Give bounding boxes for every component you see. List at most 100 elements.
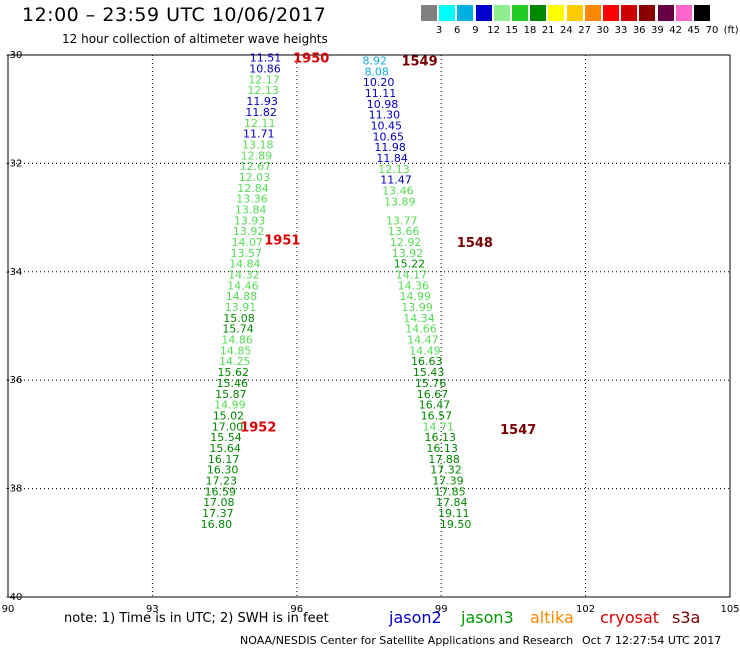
wave-height-value: 17.23 — [205, 474, 237, 487]
wave-height-value: 14.36 — [398, 279, 430, 292]
wave-height-value: 14.86 — [221, 334, 253, 347]
legend-label: 45 — [687, 25, 701, 36]
map-title: 12:00 – 23:59 UTC 10/06/2017 — [22, 4, 327, 26]
wave-height-value: 14.88 — [226, 290, 258, 303]
legend-label: 15 — [505, 25, 519, 36]
legend-label: 33 — [614, 25, 628, 36]
wave-height-value: 12.92 — [390, 236, 422, 249]
legend-swatch — [621, 5, 638, 21]
wave-height-value: 15.22 — [394, 258, 426, 271]
wave-height-value: 10.65 — [373, 130, 405, 143]
wave-height-value: 10.98 — [367, 98, 399, 111]
wave-height-value: 13.36 — [236, 193, 268, 206]
wave-height-value: 13.91 — [225, 301, 257, 314]
map-frame — [7, 54, 731, 598]
wave-height-value: 16.80 — [201, 518, 233, 531]
legend-label: 30 — [596, 25, 610, 36]
wave-height-value: 14.17 — [396, 269, 428, 282]
wave-height-value: 14.25 — [219, 355, 251, 368]
satellite-name-s3a: s3a — [672, 608, 701, 627]
pass-time-label: 1547 — [500, 423, 536, 438]
wave-height-value: 11.82 — [245, 106, 277, 119]
wave-height-value: 17.08 — [203, 496, 235, 509]
wave-height-value: 15.87 — [215, 388, 247, 401]
wave-height-value: 16.67 — [417, 388, 449, 401]
wave-height-value: 17.88 — [428, 453, 460, 466]
wave-height-value: 11.98 — [374, 141, 406, 154]
wave-height-value: 16.63 — [411, 355, 443, 368]
wave-height-value: 11.51 — [250, 52, 282, 65]
legend-label: 3 — [435, 25, 443, 36]
x-tick-label: 93 — [146, 604, 159, 615]
wave-height-value: 11.93 — [246, 95, 278, 108]
wave-height-value: 13.77 — [386, 214, 418, 227]
wave-height-value: 12.89 — [241, 149, 273, 162]
wave-height-value: 16.17 — [208, 453, 240, 466]
legend-label: 9 — [472, 25, 479, 36]
wave-height-value: 14.99 — [214, 399, 246, 412]
legend-swatch — [603, 5, 619, 21]
legend-swatch — [475, 5, 492, 21]
wave-height-value: 16.57 — [421, 409, 453, 422]
wave-height-value: 16.13 — [426, 442, 458, 455]
wave-height-value: 13.46 — [382, 185, 414, 198]
legend-label: 39 — [651, 25, 664, 36]
generation-timestamp: Oct 7 12:27:54 UTC 2017 — [582, 634, 722, 647]
legend-swatch — [694, 5, 710, 21]
legend-label: 6 — [454, 25, 461, 36]
wave-height-value: 12.03 — [239, 171, 271, 184]
wave-height-value: 15.62 — [218, 366, 250, 379]
wave-height-value: 14.85 — [220, 344, 252, 357]
x-tick-label: 90 — [2, 604, 15, 615]
y-tick-label: -36 — [6, 375, 22, 386]
wave-height-value: 13.92 — [392, 247, 424, 260]
wave-height-value: 14.49 — [409, 344, 441, 357]
wave-height-value: 14.46 — [227, 279, 259, 292]
wave-height-value: 17.37 — [202, 507, 234, 520]
wave-height-value: 15.43 — [413, 366, 445, 379]
credit-line: NOAA/NESDIS Center for Satellite Applica… — [240, 634, 574, 647]
wave-height-value: 14.47 — [407, 334, 439, 347]
wave-height-value: 13.93 — [234, 214, 266, 227]
wave-height-value: 14.99 — [399, 290, 431, 303]
wave-height-value: 11.11 — [365, 87, 397, 100]
wave-height-value: 12.13 — [247, 84, 279, 97]
wave-height-value: 17.32 — [430, 464, 462, 477]
x-tick-label: 102 — [576, 604, 595, 615]
legend-label: 27 — [578, 25, 591, 36]
wave-height-value: 11.71 — [243, 128, 275, 141]
pass-time-label: 1951 — [264, 233, 300, 248]
wave-height-value: 14.84 — [229, 258, 261, 271]
legend-swatch — [512, 5, 528, 21]
wave-height-value: 14.71 — [423, 420, 455, 433]
wave-height-value: 17.85 — [434, 485, 466, 498]
map-subtitle: 12 hour collection of altimeter wave hei… — [62, 32, 328, 46]
x-tick-label: 105 — [720, 604, 739, 615]
wave-height-value: 12.17 — [248, 73, 280, 86]
wave-height-value: 15.76 — [415, 377, 447, 390]
wave-height-value: 14.34 — [403, 312, 435, 325]
wave-height-value: 14.66 — [405, 323, 437, 336]
wave-height-value: 13.18 — [242, 138, 274, 151]
y-tick-label: -32 — [6, 158, 22, 169]
legend-label: 70 — [705, 25, 719, 36]
legend-label: 21 — [541, 25, 555, 36]
wave-height-value: 14.32 — [228, 269, 260, 282]
satellite-name-cryosat: cryosat — [600, 608, 660, 627]
x-tick-label: 96 — [290, 604, 303, 615]
legend-swatch — [566, 5, 583, 21]
legend-swatch — [657, 5, 674, 21]
wave-height-value: 19.50 — [440, 518, 472, 531]
legend-swatch — [584, 5, 601, 21]
wave-height-value: 16.30 — [207, 464, 239, 477]
legend-swatch — [530, 5, 547, 21]
footer-note: note: 1) Time is in UTC; 2) SWH is in fe… — [64, 611, 329, 626]
wave-height-value: 12.84 — [237, 182, 269, 195]
wave-height-value: 17.84 — [436, 496, 468, 509]
wave-height-value: 15.46 — [217, 377, 249, 390]
legend-swatch — [493, 5, 510, 21]
wave-height-value: 8.92 — [363, 54, 388, 67]
legend-swatch — [639, 5, 656, 21]
legend-label: 24 — [560, 25, 573, 36]
y-tick-label: -38 — [6, 484, 22, 495]
